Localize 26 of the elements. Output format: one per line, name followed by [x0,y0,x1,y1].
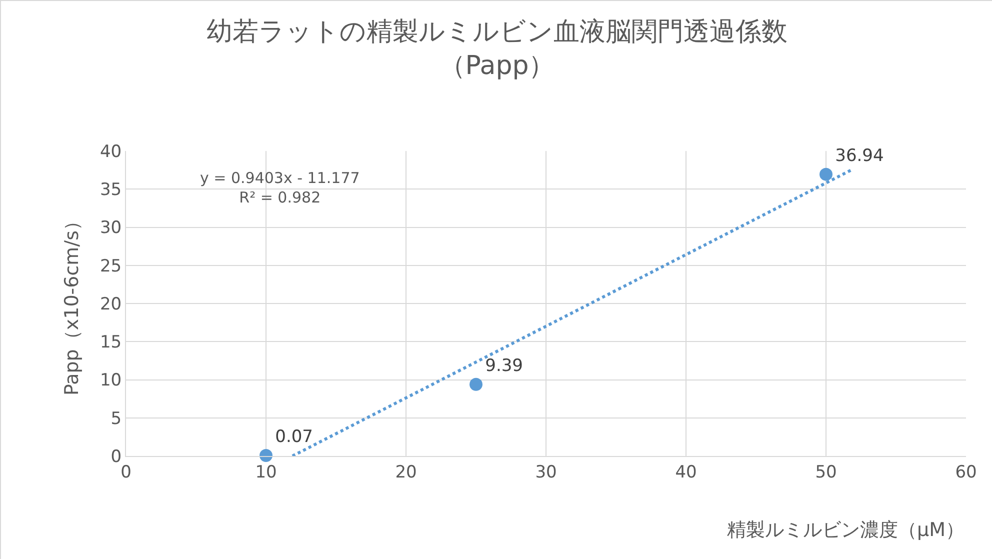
x-tick-label: 30 [535,462,557,482]
point [260,448,272,462]
y-tick-label: 15 [100,332,122,353]
y-tick-label: 20 [100,294,122,314]
x-tick-label: 60 [955,462,977,482]
x-tick-label: 20 [395,462,417,482]
x-tick-label: 10 [255,462,277,482]
annotation: y = 0.9403x - 11.177 R² = 0.982 [200,169,360,206]
chart-title: 幼若ラットの精製ルミルビン血液脳関門透過係数 [206,17,788,48]
y-axis-title: Papp（x10-6cm/s） [61,212,83,396]
y-tick-label: 0 [110,446,122,467]
chart-subtitle: （Papp） [439,50,555,81]
y-tick-label: 40 [100,142,122,162]
x-axis-title: 精製ルミルビン濃度（μM） [727,519,964,541]
y-tick-label: 10 [100,370,122,391]
data-label: 36.94 [835,146,884,166]
data-label: 9.39 [485,356,523,376]
point [470,378,482,391]
x-tick-label: 50 [815,462,837,482]
x-tick-label: 40 [675,462,697,482]
data-label: 0.07 [275,427,313,448]
y-tick-label: 30 [100,218,122,238]
y-tick-label: 35 [100,180,122,200]
y-tick-label: 5 [110,408,122,429]
point [820,168,832,181]
y-tick-label: 25 [100,256,122,276]
